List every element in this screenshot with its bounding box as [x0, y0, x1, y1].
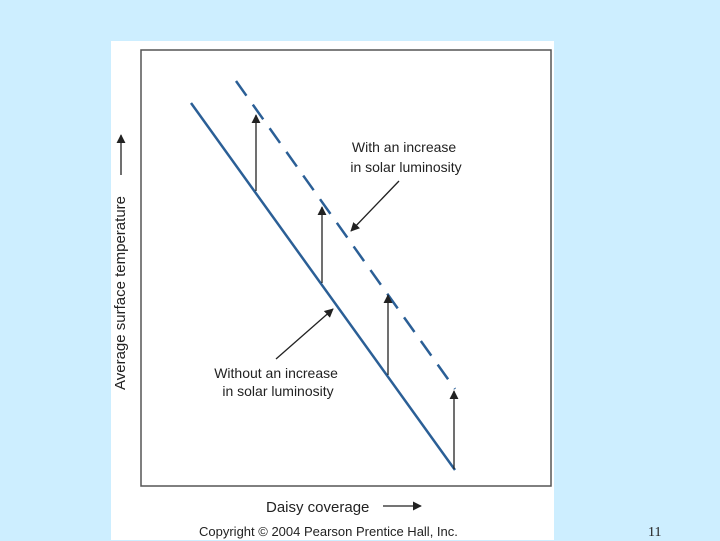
plot-frame — [140, 49, 552, 487]
with-increase-pointer — [350, 180, 400, 232]
without-increase-label: Without an increase in solar luminosity — [214, 365, 342, 399]
slide-number: 11 — [648, 525, 662, 540]
without-increase-pointer — [275, 308, 334, 360]
figure-panel: With an increase in solar luminosity Wit… — [111, 41, 554, 540]
y-axis-label: Average surface temperature — [112, 196, 129, 390]
without-increase-line — [189, 102, 457, 471]
daisyworld-diagram: With an increase in solar luminosity Wit… — [112, 49, 552, 516]
x-axis-label: Daisy coverage — [266, 499, 369, 516]
copyright-notice: Copyright © 2004 Pearson Prentice Hall, … — [199, 524, 458, 539]
with-increase-line — [234, 80, 457, 390]
with-increase-label: With an increase in solar luminosity — [350, 139, 461, 175]
